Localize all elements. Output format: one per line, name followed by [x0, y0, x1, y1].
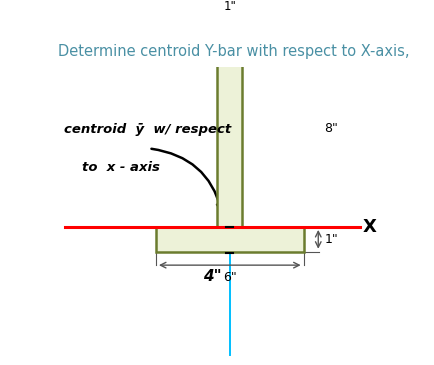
Bar	[217, 30, 241, 227]
Text: Determine centroid Y-bar with respect to X-axis,: Determine centroid Y-bar with respect to…	[58, 44, 408, 59]
Text: 6": 6"	[222, 271, 236, 284]
Text: 1": 1"	[223, 0, 236, 13]
Bar	[156, 227, 303, 251]
Text: MATHalino.com: MATHalino.com	[228, 124, 237, 193]
Text: 4": 4"	[202, 269, 220, 284]
Text: 1": 1"	[324, 233, 337, 246]
Text: X: X	[362, 218, 375, 236]
Text: 8": 8"	[324, 122, 338, 135]
